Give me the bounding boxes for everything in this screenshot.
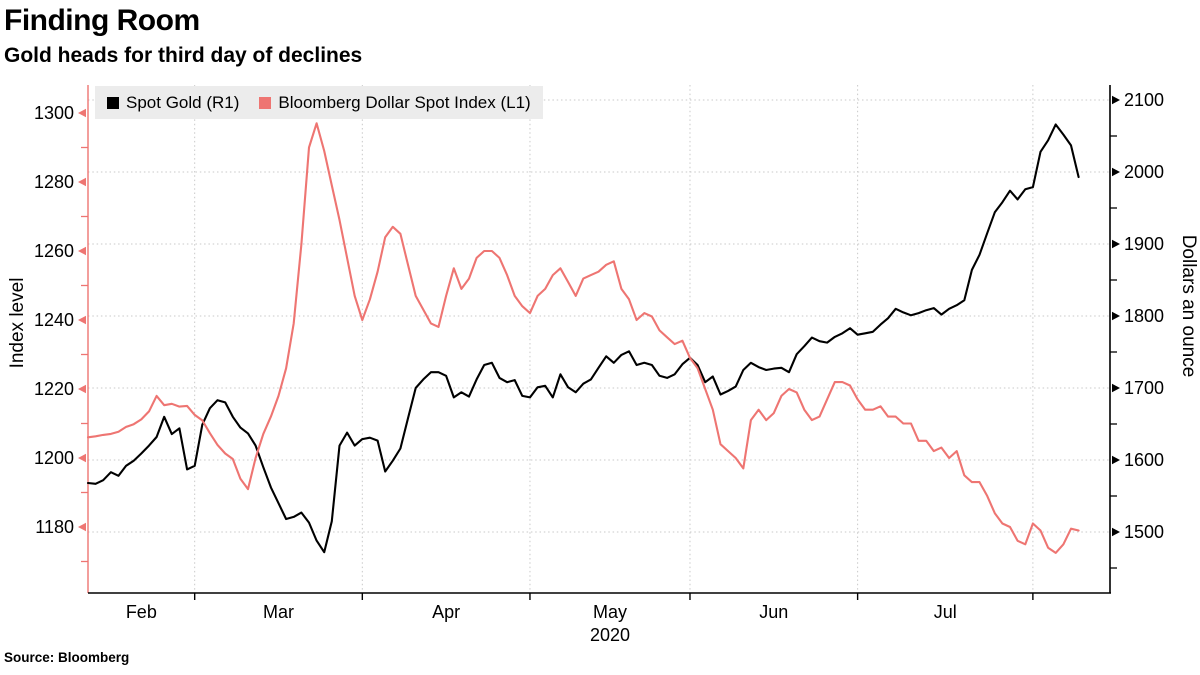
chart-title: Finding Room [4, 4, 200, 37]
svg-text:1280: 1280 [34, 172, 74, 192]
legend-label: Bloomberg Dollar Spot Index (L1) [278, 92, 531, 112]
svg-text:1900: 1900 [1124, 234, 1164, 254]
chart-subtitle: Gold heads for third day of declines [4, 44, 363, 67]
chart-legend: Spot Gold (R1) Bloomberg Dollar Spot Ind… [95, 86, 543, 119]
svg-text:1500: 1500 [1124, 522, 1164, 542]
svg-text:1220: 1220 [34, 379, 74, 399]
legend-item-dollar-index: Bloomberg Dollar Spot Index (L1) [259, 92, 531, 113]
svg-text:1300: 1300 [34, 103, 74, 123]
svg-text:Feb: Feb [126, 602, 157, 622]
svg-text:Mar: Mar [263, 602, 294, 622]
svg-text:1200: 1200 [34, 448, 74, 468]
source-attribution: Source: Bloomberg [4, 650, 130, 665]
dollar-index-swatch-icon [259, 96, 272, 109]
svg-text:2000: 2000 [1124, 162, 1164, 182]
svg-text:1180: 1180 [35, 517, 74, 537]
svg-text:May: May [593, 602, 627, 622]
svg-text:1240: 1240 [34, 310, 74, 330]
left-axis-title: Index level [7, 277, 28, 369]
svg-text:1260: 1260 [34, 241, 74, 261]
svg-text:2020: 2020 [590, 625, 630, 645]
svg-text:Jun: Jun [759, 602, 788, 622]
svg-text:Jul: Jul [934, 602, 957, 622]
right-axis-title: Dollars an ounce [1178, 234, 1199, 378]
svg-text:2100: 2100 [1124, 90, 1164, 110]
svg-text:1700: 1700 [1124, 378, 1164, 398]
svg-text:1600: 1600 [1124, 450, 1164, 470]
svg-text:1800: 1800 [1124, 306, 1164, 326]
spot-gold-swatch-icon [107, 96, 119, 109]
legend-label: Spot Gold (R1) [126, 92, 240, 112]
legend-item-spot-gold: Spot Gold (R1) [107, 93, 239, 113]
svg-text:Apr: Apr [432, 602, 460, 622]
